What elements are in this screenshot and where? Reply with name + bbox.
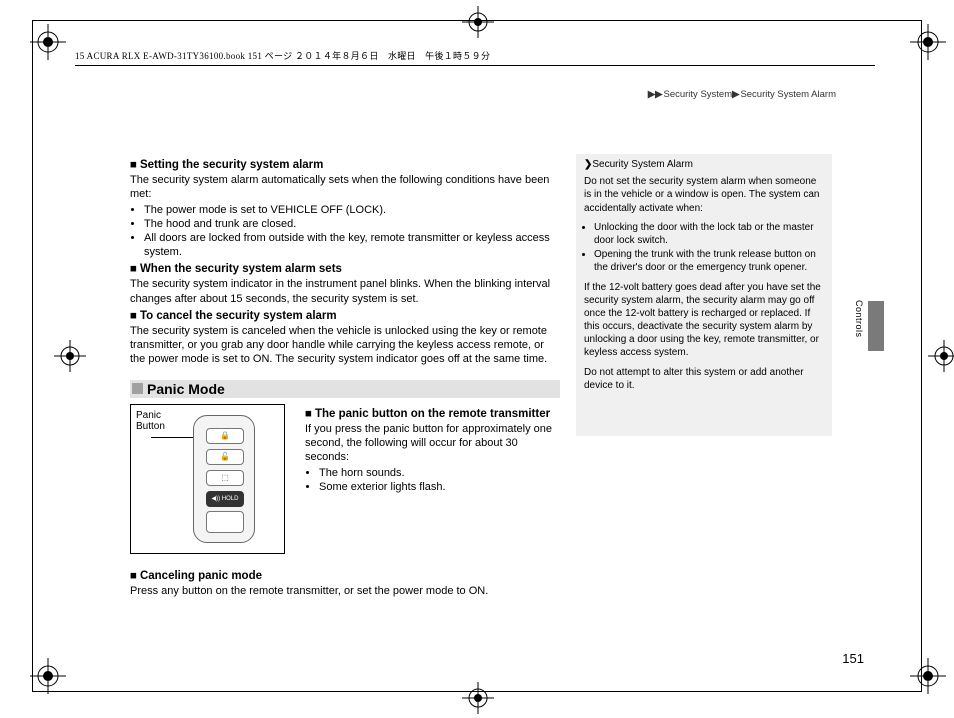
panic-para: If you press the panic button for approx… <box>305 422 560 464</box>
document-header: 15 ACURA RLX E-AWD-31TY36100.book 151 ペー… <box>75 49 490 62</box>
section3-heading-text: To cancel the security system alarm <box>140 310 337 322</box>
section1-heading-text: Setting the security system alarm <box>140 159 323 171</box>
section2-para: The security system indicator in the ins… <box>130 277 560 305</box>
header-rule <box>75 65 875 66</box>
panic-sub-heading: The panic button on the remote transmitt… <box>315 408 550 420</box>
section-heading: ■The panic button on the remote transmit… <box>305 408 560 420</box>
section-tab-label: Controls <box>854 300 864 338</box>
cancel-block: ■Canceling panic mode Press any button o… <box>130 570 560 598</box>
crop-mark-icon <box>30 24 66 60</box>
remote-transmitter-icon: 🔒 🔓 ⬚ ◀)) HOLD <box>193 415 255 543</box>
sidebar-bullets: Unlocking the door with the lock tab or … <box>594 221 824 275</box>
breadcrumb-a: Security System <box>663 89 732 100</box>
panic-mode-title: Panic Mode <box>147 381 225 397</box>
cancel-para: Press any button on the remote transmitt… <box>130 584 560 598</box>
list-item: The horn sounds. <box>319 466 560 480</box>
sidebar-heading-text: Security System Alarm <box>592 159 693 170</box>
panic-square-icon <box>132 383 143 394</box>
remote-blank-button <box>206 511 244 533</box>
panic-title-row: Panic Mode <box>130 380 560 398</box>
breadcrumb-b: Security System Alarm <box>740 89 836 100</box>
section-heading: ■Setting the security system alarm <box>130 159 560 171</box>
section1-para: The security system alarm automatically … <box>130 173 560 201</box>
remote-unlock-icon: 🔓 <box>206 449 244 465</box>
remote-lock-icon: 🔒 <box>206 428 244 444</box>
sidebar-note: ❯Security System Alarm Do not set the se… <box>576 154 832 436</box>
list-item: Unlocking the door with the lock tab or … <box>594 221 824 247</box>
square-bullet-icon: ■ <box>305 408 312 420</box>
section-tab <box>868 301 884 351</box>
registration-mark-icon <box>462 6 494 38</box>
breadcrumb-sep-icon: ▶▶ <box>648 89 663 100</box>
list-item: Opening the trunk with the trunk release… <box>594 248 824 274</box>
sidebar-heading: ❯Security System Alarm <box>584 158 824 171</box>
breadcrumb-sep-icon: ▶ <box>732 89 739 100</box>
page-number: 151 <box>842 651 864 666</box>
sidebar-p1: Do not set the security system alarm whe… <box>584 175 824 215</box>
square-bullet-icon: ■ <box>130 263 137 275</box>
panic-bullets: The horn sounds. Some exterior lights fl… <box>319 466 560 494</box>
remote-trunk-icon: ⬚ <box>206 470 244 486</box>
panic-diagram: Panic Button 🔒 🔓 ⬚ ◀)) HOLD <box>130 404 285 554</box>
registration-mark-icon <box>928 340 954 372</box>
list-item: Some exterior lights flash. <box>319 480 560 494</box>
section-heading: ■Canceling panic mode <box>130 570 560 582</box>
section2-heading-text: When the security system alarm sets <box>140 263 342 275</box>
cancel-heading-text: Canceling panic mode <box>140 570 262 582</box>
breadcrumb: ▶▶Security System▶Security System Alarm <box>648 89 836 100</box>
panic-button-label: Panic Button <box>136 410 165 432</box>
panic-title-bar: Panic Mode <box>130 380 560 398</box>
list-item: The power mode is set to VEHICLE OFF (LO… <box>144 203 560 217</box>
registration-mark-icon <box>462 682 494 714</box>
panic-text-block: ■The panic button on the remote transmit… <box>305 404 560 554</box>
square-bullet-icon: ■ <box>130 159 137 171</box>
list-item: The hood and trunk are closed. <box>144 217 560 231</box>
crop-mark-icon <box>30 658 66 694</box>
registration-mark-icon <box>54 340 86 372</box>
main-content: ■Setting the security system alarm The s… <box>130 155 560 600</box>
crop-mark-icon <box>910 24 946 60</box>
square-bullet-icon: ■ <box>130 570 137 582</box>
section-heading: ■To cancel the security system alarm <box>130 310 560 322</box>
panic-row: Panic Button 🔒 🔓 ⬚ ◀)) HOLD ■The panic b… <box>130 404 560 554</box>
sidebar-p2: If the 12-volt battery goes dead after y… <box>584 281 824 360</box>
crop-mark-icon <box>910 658 946 694</box>
sidebar-p3: Do not attempt to alter this system or a… <box>584 366 824 392</box>
section-heading: ■When the security system alarm sets <box>130 263 560 275</box>
section3-para: The security system is canceled when the… <box>130 324 560 366</box>
remote-panic-button: ◀)) HOLD <box>206 491 244 507</box>
section1-bullets: The power mode is set to VEHICLE OFF (LO… <box>144 203 560 259</box>
list-item: All doors are locked from outside with t… <box>144 231 560 259</box>
square-bullet-icon: ■ <box>130 310 137 322</box>
